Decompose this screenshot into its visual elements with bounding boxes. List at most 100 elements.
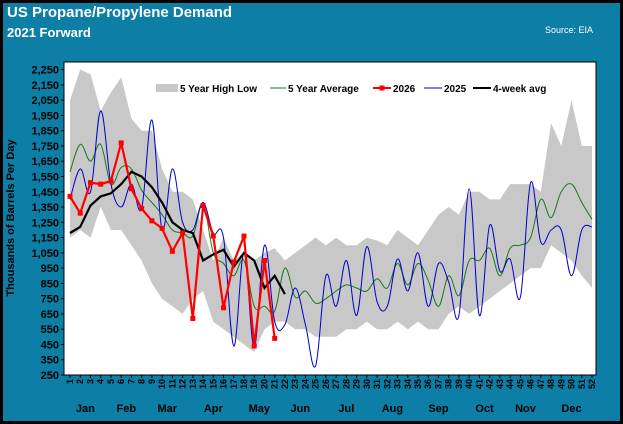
y-tick-label: 950 <box>41 263 59 275</box>
legend-marker-2026 <box>379 85 385 91</box>
month-label-mar: Mar <box>157 403 177 415</box>
x-tick-label: 34 <box>403 379 413 389</box>
x-tick-label: 51 <box>577 379 587 389</box>
y-axis-label: Thousands of Barrels Per Day <box>5 139 17 297</box>
y-tick-label: 550 <box>41 324 59 336</box>
point-2026-week-6 <box>118 140 124 146</box>
y-tick-label: 450 <box>41 339 59 351</box>
x-tick-label: 3 <box>85 379 95 384</box>
y-tick-label: 1,450 <box>31 187 59 199</box>
x-tick-label: 17 <box>229 379 239 389</box>
y-tick-label: 650 <box>41 309 59 321</box>
x-tick-label: 12 <box>178 379 188 389</box>
legend-label-y2025: 2025 <box>444 84 467 95</box>
month-label-jun: Jun <box>291 403 311 415</box>
series-line-2025 <box>69 110 593 368</box>
point-2026-week-11 <box>169 248 175 254</box>
month-label-apr: Apr <box>204 403 224 415</box>
point-2026-week-17 <box>231 259 237 265</box>
y-tick-label: 1,350 <box>31 202 59 214</box>
y-tick-label: 1,850 <box>31 126 59 138</box>
month-label-feb: Feb <box>117 403 137 415</box>
month-label-jan: Jan <box>76 403 95 415</box>
x-tick-label: 10 <box>157 379 167 389</box>
chart-title: US Propane/Propylene Demand <box>7 4 233 21</box>
x-tick-label: 37 <box>433 379 443 389</box>
month-label-oct: Oct <box>475 403 494 415</box>
x-tick-label: 25 <box>311 379 321 389</box>
x-tick-label: 46 <box>526 379 536 389</box>
y-tick-label: 2,250 <box>31 65 59 77</box>
x-tick-label: 19 <box>249 379 259 389</box>
x-tick-label: 6 <box>116 379 126 384</box>
point-2026-week-3 <box>87 180 93 186</box>
x-tick-label: 21 <box>270 379 280 389</box>
x-tick-label: 33 <box>393 379 403 389</box>
x-tick-label: 52 <box>587 379 597 389</box>
x-tick-label: 2 <box>75 379 85 384</box>
x-tick-label: 22 <box>280 379 290 389</box>
x-tick-label: 32 <box>382 379 392 389</box>
x-tick-label: 4 <box>96 379 106 384</box>
x-tick-label: 18 <box>239 379 249 389</box>
x-tick-label: 48 <box>546 379 556 389</box>
y-tick-label: 2,050 <box>31 95 59 107</box>
y-tick-label: 350 <box>41 355 59 367</box>
x-tick-label: 47 <box>536 379 546 389</box>
point-2026-week-16 <box>221 305 227 311</box>
legend-swatch-band <box>156 84 178 92</box>
legend-label-band: 5 Year High Low <box>180 84 257 95</box>
x-tick-label: 28 <box>341 379 351 389</box>
x-tick-label: 49 <box>556 379 566 389</box>
point-2026-week-7 <box>128 186 134 192</box>
point-2026-week-9 <box>149 218 155 224</box>
x-tick-label: 23 <box>290 379 300 389</box>
series-layer <box>67 110 593 368</box>
x-tick-label: 38 <box>444 379 454 389</box>
x-tick-label: 31 <box>372 379 382 389</box>
chart-subtitle: 2021 Forward <box>7 25 91 40</box>
x-tick-label: 24 <box>300 379 310 389</box>
point-2026-week-19 <box>251 343 257 349</box>
point-2026-week-4 <box>98 181 104 187</box>
point-2026-week-14 <box>200 203 206 209</box>
month-label-sep: Sep <box>428 403 448 415</box>
point-2026-week-20 <box>261 257 267 263</box>
x-tick-label: 9 <box>147 379 157 384</box>
x-tick-label: 13 <box>188 379 198 389</box>
x-tick-label: 39 <box>454 379 464 389</box>
point-2026-week-10 <box>159 225 165 231</box>
x-tick-label: 42 <box>485 379 495 389</box>
y-tick-label: 1,150 <box>31 233 59 245</box>
month-label-nov: Nov <box>515 403 537 415</box>
legend-label-avg4: 4-week avg <box>493 84 546 95</box>
x-tick-label: 40 <box>464 379 474 389</box>
source-note: Source: EIA <box>544 25 593 35</box>
x-tick-label: 41 <box>474 379 484 389</box>
y-tick-label: 250 <box>41 370 59 382</box>
x-tick-label: 11 <box>167 379 177 389</box>
month-label-may: May <box>249 403 271 415</box>
month-label-aug: Aug <box>382 403 403 415</box>
y-tick-label: 1,950 <box>31 110 59 122</box>
x-tick-label: 7 <box>126 379 136 384</box>
series-line-5yr-average <box>69 143 593 314</box>
point-2026-week-2 <box>77 210 83 216</box>
point-2026-week-13 <box>190 316 196 322</box>
y-tick-label: 1,050 <box>31 248 59 260</box>
x-tick-label: 45 <box>515 379 525 389</box>
y-tick-label: 750 <box>41 294 59 306</box>
y-tick-label: 2,150 <box>31 80 59 92</box>
x-tick-label: 5 <box>106 379 116 384</box>
y-axis: 250 350 450 550 650 750 850 950 1,050 1,150 1,250 1… <box>31 65 64 382</box>
y-tick-label: 1,250 <box>31 217 59 229</box>
point-2026-week-15 <box>210 233 216 239</box>
y-tick-label: 1,750 <box>31 141 59 153</box>
point-2026-week-5 <box>108 178 114 184</box>
x-tick-label: 1 <box>65 379 75 384</box>
x-tick-label: 16 <box>219 379 229 389</box>
point-2026-week-18 <box>241 233 247 239</box>
x-tick-label: 14 <box>198 379 208 389</box>
